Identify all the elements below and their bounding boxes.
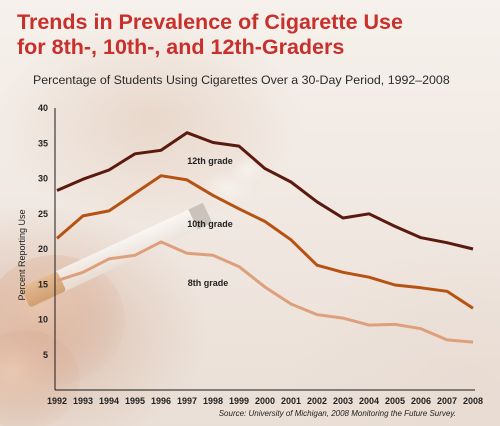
series-line-8th-grade: [56, 240, 474, 344]
x-tick-label: 2000: [255, 396, 275, 406]
series-labels: 12th grade 10th grade 8th grade: [187, 156, 233, 288]
x-tick-label: 1999: [229, 396, 249, 406]
y-tick-labels: 5 10 15 20 25 30 35 40: [38, 103, 48, 360]
x-tick-label: 1993: [73, 396, 93, 406]
y-tick-label: 30: [38, 174, 48, 184]
source-note: Source: University of Michigan, 2008 Mon…: [218, 409, 456, 418]
x-tick-label: 1996: [151, 396, 171, 406]
hand-shape-lower: [0, 330, 80, 426]
x-tick-label: 1992: [47, 396, 67, 406]
background-cigarette-image: [0, 156, 266, 426]
x-tick-label: 1997: [177, 396, 197, 406]
cigarette-body: [44, 208, 202, 297]
x-tick-label: 2003: [333, 396, 353, 406]
x-tick-label: 1998: [203, 396, 223, 406]
x-tick-label: 2002: [307, 396, 327, 406]
series-label: 10th grade: [187, 219, 233, 229]
y-tick-label: 20: [38, 244, 48, 254]
y-axis-label: Percent Reporting Use: [17, 209, 27, 300]
y-tick-label: 25: [38, 209, 48, 219]
x-tick-labels: 1992 1993 1994 1995 1996 1997 1998 1999 2000 2001…: [47, 396, 483, 406]
cigarette-filter: [21, 271, 66, 307]
series-lines: [56, 131, 474, 344]
y-tick-label: 35: [38, 138, 48, 148]
x-tick-label: 2007: [437, 396, 457, 406]
x-tick-label: 2006: [411, 396, 431, 406]
smoke-shape-2: [230, 156, 266, 184]
chart-subtitle: Percentage of Students Using Cigarettes …: [33, 73, 450, 87]
y-tick-label: 40: [38, 103, 48, 113]
cigarette-ash: [188, 202, 213, 230]
x-tick-label: 2008: [463, 396, 483, 406]
series-line-12th-grade: [56, 131, 474, 251]
series-label: 8th grade: [188, 278, 229, 288]
x-tick-label: 1995: [125, 396, 145, 406]
x-tick-label: 1994: [99, 396, 119, 406]
y-tick-label: 15: [38, 279, 48, 289]
y-tick-label: 10: [38, 315, 48, 325]
chart-title: Trends in Prevalence of Cigarette Use fo…: [17, 10, 487, 60]
series-line-10th-grade: [56, 174, 474, 310]
series-label: 12th grade: [187, 156, 233, 166]
y-tick-label: 5: [43, 350, 48, 360]
title-line-2: for 8th-, 10th-, and 12th-Graders: [17, 35, 345, 59]
x-tick-label: 2001: [281, 396, 301, 406]
x-tick-label: 2005: [385, 396, 405, 406]
x-tick-label: 2004: [359, 396, 379, 406]
title-line-1: Trends in Prevalence of Cigarette Use: [17, 10, 403, 34]
